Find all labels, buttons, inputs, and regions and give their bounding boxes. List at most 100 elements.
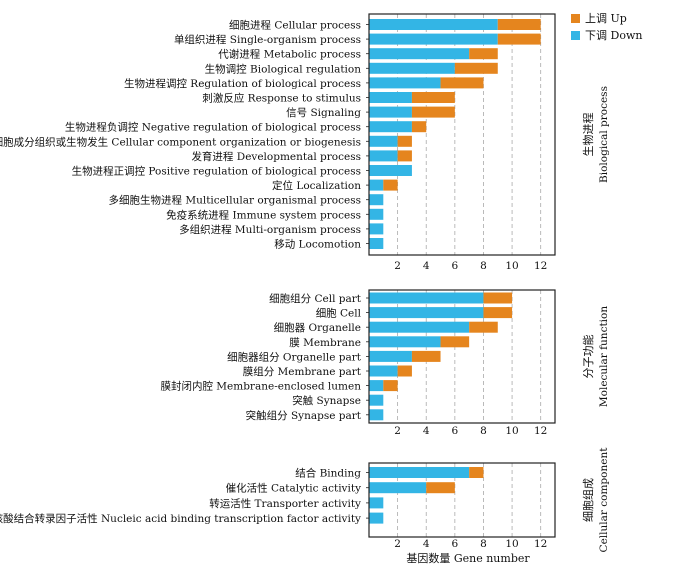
category-label: 核酸结合转录因子活性 Nucleic acid binding transcri…	[0, 512, 361, 525]
bar-down	[369, 194, 384, 206]
category-label: 突触组分 Synapse part	[246, 409, 362, 422]
bar-down	[369, 321, 470, 333]
bar-up	[383, 179, 398, 191]
category-label: 膜 Membrane	[289, 337, 361, 349]
bar-down	[369, 223, 384, 235]
bar-up	[411, 106, 455, 118]
x-tick-label: 2	[394, 425, 401, 437]
x-tick-label: 12	[534, 538, 547, 550]
plot-frame	[368, 462, 556, 538]
x-tick-label: 10	[505, 425, 518, 437]
category-label: 细胞进程 Cellular process	[229, 19, 361, 32]
category-label: 移动 Locomotion	[274, 238, 361, 251]
bar-down	[369, 19, 498, 30]
bar-down	[369, 512, 384, 524]
bar-down	[369, 165, 412, 176]
panel-label-en: Cellular component	[598, 447, 610, 553]
x-tick-label: 4	[423, 538, 430, 550]
x-tick-label: 4	[423, 260, 430, 272]
category-label: 细胞器组分 Organelle part	[227, 350, 362, 363]
bar-up	[411, 121, 427, 133]
bar-up	[440, 77, 484, 89]
x-tick-label: 8	[480, 260, 487, 272]
bar-down	[369, 336, 441, 348]
bar-up	[483, 292, 513, 304]
category-label: 转运活性 Transporter activity	[209, 497, 361, 510]
bar-down	[369, 106, 412, 118]
x-tick-label: 6	[452, 260, 459, 272]
bar-down	[369, 292, 484, 304]
bar-down	[369, 179, 384, 191]
category-label: 多细胞生物进程 Multicellular organismal process	[108, 194, 361, 207]
bar-down	[369, 33, 498, 45]
bar-up	[483, 307, 513, 319]
bar-down	[369, 238, 384, 249]
bar-up	[383, 380, 398, 392]
x-tick-label: 8	[480, 425, 487, 437]
legend-label-down: 下调 Down	[585, 29, 642, 42]
bar-up	[411, 92, 455, 103]
bar-up	[469, 48, 498, 60]
category-label: 细胞组分 Cell part	[269, 292, 362, 305]
bar-up	[440, 336, 470, 348]
bar-down	[369, 482, 427, 494]
legend-swatch-up	[571, 14, 580, 23]
bar-down	[369, 380, 384, 392]
bar-down	[369, 208, 384, 220]
bar-up	[497, 33, 541, 45]
x-tick-label: 2	[394, 538, 401, 550]
bar-down	[369, 77, 441, 89]
category-label: 代谢进程 Metabolic process	[218, 48, 361, 61]
category-label: 膜封闭内腔 Membrane-enclosed lumen	[160, 380, 361, 393]
plot-frame	[368, 13, 556, 256]
bar-down	[369, 365, 398, 377]
x-tick-label: 12	[534, 260, 547, 272]
category-label: 生物进程负调控 Negative regulation of biologica…	[65, 121, 361, 134]
category-label: 多组织进程 Multi-organism process	[179, 223, 361, 236]
panel-label-cn: 细胞组成	[581, 478, 595, 522]
panel-label-cn: 生物进程	[581, 113, 595, 157]
bar-down	[369, 409, 384, 421]
category-label: 细胞器 Organelle	[274, 321, 361, 334]
bar-down	[369, 150, 398, 162]
category-label: 发育进程 Developmental process	[191, 150, 361, 163]
x-tick-label: 2	[394, 260, 401, 272]
category-label: 膜组分 Membrane part	[243, 365, 362, 378]
panel-label-en: Biological process	[598, 86, 610, 183]
x-tick-label: 12	[534, 425, 547, 437]
panel-label-en: Molecular function	[598, 306, 610, 407]
category-label: 刺激反应 Response to stimulus	[202, 92, 361, 105]
bar-down	[369, 62, 455, 74]
x-axis-title: 基因数量 Gene number	[406, 552, 530, 565]
x-tick-label: 6	[452, 425, 459, 437]
bar-up	[469, 321, 498, 333]
x-tick-label: 10	[505, 538, 518, 550]
panel-label-cn: 分子功能	[581, 335, 595, 379]
x-tick-label: 4	[423, 425, 430, 437]
category-label: 细胞 Cell	[316, 307, 362, 320]
x-tick-label: 10	[505, 260, 518, 272]
category-label: 生物进程调控 Regulation of biological process	[124, 77, 361, 90]
category-label: 信号 Signaling	[286, 107, 361, 119]
bar-up	[397, 135, 412, 147]
bar-down	[369, 48, 470, 60]
bar-up	[454, 62, 498, 74]
legend-swatch-down	[571, 31, 580, 40]
category-label: 单组织进程 Single-organism process	[174, 33, 361, 46]
x-tick-label: 8	[480, 538, 487, 550]
bar-up	[397, 365, 412, 377]
bar-down	[369, 394, 384, 406]
bar-down	[369, 497, 384, 509]
bar-down	[369, 121, 412, 133]
category-label: 生物进程正调控 Positive regulation of biologica…	[72, 165, 361, 178]
bar-up	[397, 150, 412, 162]
bar-down	[369, 92, 412, 103]
bar-up	[411, 350, 441, 362]
x-tick-label: 6	[452, 538, 459, 550]
legend-label-up: 上调 Up	[585, 12, 627, 25]
category-label: 免疫系统进程 Immune system process	[166, 208, 361, 221]
bar-down	[369, 350, 412, 362]
category-label: 突触 Synapse	[292, 394, 361, 407]
